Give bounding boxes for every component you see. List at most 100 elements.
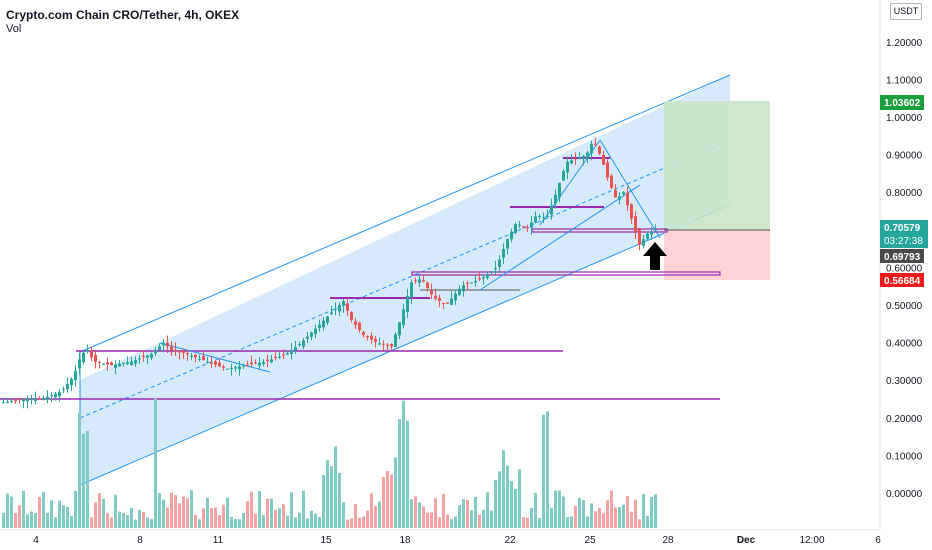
- candle-body: [634, 216, 637, 232]
- price-badge-last-text: 0.70579: [884, 223, 921, 234]
- price-badge-prior: 0.69793: [880, 249, 924, 263]
- candle-body: [290, 350, 293, 354]
- time-tick-label: 15: [320, 535, 332, 546]
- candle-body: [334, 308, 337, 310]
- candle-body: [302, 340, 305, 347]
- trendline-a[interactable]: [159, 342, 271, 373]
- candle-body: [326, 316, 329, 323]
- volume-bar: [654, 494, 657, 528]
- volume-bar: [398, 419, 401, 528]
- volume-bar: [214, 507, 217, 528]
- volume-bar: [394, 457, 397, 528]
- trendline-d[interactable]: [599, 139, 661, 239]
- volume-bar: [626, 496, 629, 528]
- candle-body: [398, 322, 401, 336]
- channel-lower-line[interactable]: [79, 204, 731, 486]
- candle-body: [214, 361, 217, 365]
- time-axis[interactable]: 4 8 11 15 18 22 25 28 Dec 12:00 6: [33, 535, 881, 546]
- volume-bar: [342, 502, 345, 528]
- volume-bar: [418, 502, 421, 528]
- price-tick-label: 0.30000: [886, 376, 923, 387]
- price-axis[interactable]: 0.00000 0.10000 0.20000 0.30000 0.40000 0.500…: [886, 38, 923, 500]
- volume-bar: [174, 495, 177, 528]
- volume-bar: [86, 430, 89, 528]
- candle-body: [550, 205, 553, 215]
- trendline-b[interactable]: [479, 184, 641, 291]
- target-zone[interactable]: [664, 101, 770, 230]
- candle-body: [470, 282, 473, 284]
- volume-bar: [410, 499, 413, 528]
- volume-bar: [266, 498, 269, 528]
- price-tick-label: 0.50000: [886, 301, 923, 312]
- candle-body: [466, 282, 469, 284]
- level-band-058[interactable]: [411, 271, 721, 276]
- candle-body: [558, 183, 561, 198]
- volume-bar: [158, 493, 161, 528]
- volume-bar: [194, 514, 197, 528]
- candle-body: [66, 383, 69, 390]
- volume-bar: [178, 503, 181, 528]
- volume-bar: [254, 513, 257, 528]
- price-badge-countdown-text: 03:27:38: [884, 236, 923, 247]
- volume-bar: [282, 504, 285, 528]
- candle-body: [210, 362, 213, 364]
- volume-bar: [294, 517, 297, 528]
- candle-body: [534, 216, 537, 223]
- candle-body: [106, 362, 109, 365]
- volume-bar: [14, 512, 17, 528]
- volume-bar: [298, 512, 301, 528]
- candle-body: [370, 335, 373, 340]
- candle-body: [306, 336, 309, 339]
- candle-body: [98, 361, 101, 363]
- price-badge-target: 1.03602: [880, 95, 924, 110]
- candle-body: [382, 343, 385, 345]
- candle-body: [474, 280, 477, 283]
- candle-body: [394, 334, 397, 347]
- candle-body: [574, 158, 577, 160]
- price-tick-label: 1.00000: [886, 113, 923, 124]
- time-tick-label: 11: [213, 535, 224, 546]
- candle-body: [226, 368, 229, 370]
- candle-body: [142, 355, 145, 357]
- volume-bar: [446, 514, 449, 528]
- candle-body: [318, 324, 321, 329]
- candle-body: [298, 344, 301, 346]
- currency-unit-label[interactable]: USDT: [890, 3, 922, 20]
- volume-bar: [258, 491, 261, 528]
- candle-body: [166, 342, 169, 347]
- volume-bar: [610, 490, 613, 528]
- price-badge-last: 0.70579 03:27:38: [880, 220, 928, 248]
- time-tick-label: 22: [504, 535, 516, 546]
- candle-body: [250, 362, 253, 365]
- candle-body: [130, 361, 133, 365]
- candle-body: [26, 399, 29, 402]
- volume-bar: [310, 510, 313, 528]
- volume-bar: [222, 504, 225, 528]
- volume-bar: [526, 517, 529, 528]
- candle-body: [286, 353, 289, 355]
- candle-body: [638, 229, 641, 245]
- volume-bar: [438, 517, 441, 528]
- channel-upper-line[interactable]: [79, 74, 731, 353]
- candle-body: [362, 332, 365, 336]
- candle-body: [378, 343, 381, 345]
- candle-body: [462, 285, 465, 292]
- volume-bar: [614, 507, 617, 528]
- volume-bar: [2, 512, 5, 528]
- volume-bar: [102, 498, 105, 528]
- volume-bar: [426, 512, 429, 528]
- volume-bar: [314, 513, 317, 528]
- candle-body: [30, 399, 33, 400]
- candle-body: [442, 303, 445, 305]
- price-tick-label: 0.10000: [886, 451, 923, 462]
- candle-body: [102, 363, 105, 365]
- volume-bar: [318, 517, 321, 528]
- volume-bar: [386, 471, 389, 528]
- candle-body: [566, 161, 569, 173]
- candle-body: [622, 192, 625, 195]
- candle-body: [654, 229, 657, 231]
- candle-body: [358, 322, 361, 331]
- candle-body: [562, 171, 565, 181]
- channel-midline[interactable]: [79, 139, 731, 419]
